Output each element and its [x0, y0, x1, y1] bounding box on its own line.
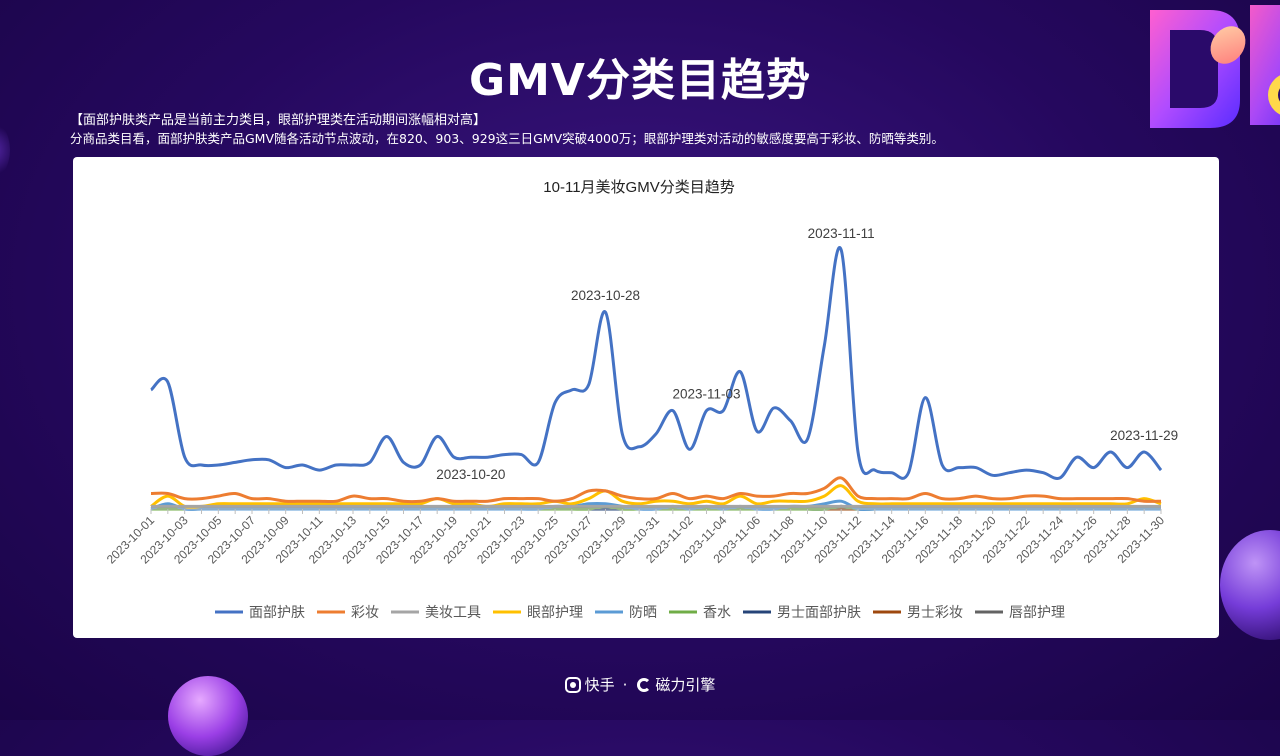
cili-engine-logo-icon — [637, 677, 652, 692]
legend-item: 面部护肤 — [215, 604, 305, 620]
legend-item: 唇部护理 — [975, 604, 1065, 620]
legend-item: 彩妆 — [317, 604, 379, 620]
plot-area — [150, 246, 1163, 512]
annotation-label: 2023-11-29 — [1110, 428, 1178, 443]
legend-label: 防晒 — [629, 604, 657, 620]
legend-label: 男士面部护肤 — [777, 604, 861, 620]
legend-item: 香水 — [669, 604, 731, 620]
footer-brand-cili: 磁力引擎 — [655, 676, 716, 694]
legend-item: 眼部护理 — [493, 604, 583, 620]
line-chart: 10-11月美妆GMV分类目趋势 2023-10-012023-10-03202… — [104, 179, 1178, 620]
footer-separator: · — [622, 675, 628, 694]
chart-title: 10-11月美妆GMV分类目趋势 — [543, 179, 734, 196]
series-line-面部护肤 — [150, 246, 1163, 480]
legend-label: 面部护肤 — [249, 604, 305, 620]
annotation-label: 2023-11-11 — [808, 226, 875, 241]
legend-label: 香水 — [703, 604, 731, 620]
decorative-orb-left — [0, 120, 10, 180]
series-line-眼部护理 — [150, 484, 1162, 509]
legend-label: 美妆工具 — [425, 604, 481, 620]
kuaishou-logo-icon — [564, 676, 581, 693]
footer-brand-kuaishou: 快手 — [584, 676, 615, 694]
annotation-label: 2023-11-03 — [672, 387, 740, 402]
legend-item: 美妆工具 — [391, 604, 481, 620]
legend-label: 彩妆 — [351, 604, 379, 620]
series-line-彩妆 — [150, 476, 1162, 504]
legend-label: 眼部护理 — [527, 604, 583, 620]
annotation-label: 2023-10-28 — [571, 288, 640, 303]
legend-item: 防晒 — [595, 604, 657, 620]
x-axis: 2023-10-012023-10-032023-10-052023-10-07… — [104, 508, 1167, 567]
chart-panel: 10-11月美妆GMV分类目趋势 2023-10-01 2023-10-03 202… — [73, 157, 1219, 638]
legend: 面部护肤 彩妆 美妆工具 眼部护理 防晒 香水 男士面部护肤 男士彩妆 唇部护理 — [215, 604, 1065, 620]
annotations: 2023-10-20 2023-10-28 2023-11-03 2023-11-11… — [436, 226, 1178, 482]
subtitle-block: 【面部护肤类产品是当前主力类目，眼部护理类在活动期间涨幅相对高】 分商品类目看，… — [70, 112, 944, 148]
decorative-3d-logo — [1150, 5, 1280, 128]
legend-label: 唇部护理 — [1009, 604, 1065, 620]
subtitle-description: 分商品类目看，面部护肤类产品GMV随各活动节点波动，在820、903、929这三… — [70, 131, 944, 146]
annotation-label: 2023-10-20 — [436, 467, 505, 482]
legend-item: 男士面部护肤 — [743, 604, 861, 620]
decorative-orb-right — [1220, 530, 1280, 640]
subtitle-headline: 【面部护肤类产品是当前主力类目，眼部护理类在活动期间涨幅相对高】 — [70, 113, 487, 128]
page-title: GMV分类目趋势 — [469, 55, 811, 106]
legend-label: 男士彩妆 — [907, 604, 963, 620]
footer-brand: 快手 · 磁力引擎 — [0, 674, 1280, 695]
legend-item: 男士彩妆 — [873, 604, 963, 620]
